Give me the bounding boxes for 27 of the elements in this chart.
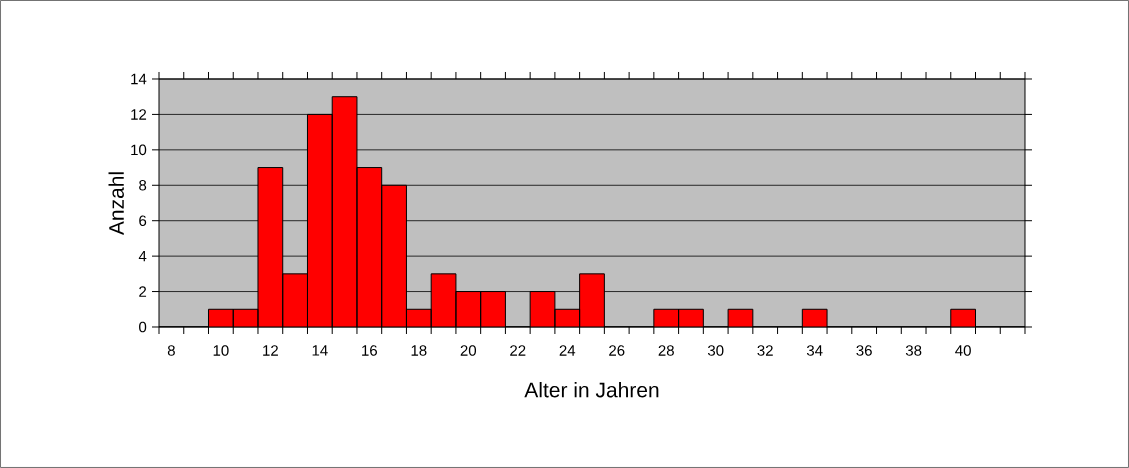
- x-tick-label: 30: [707, 345, 724, 356]
- x-axis-title: Alter in Jahren: [524, 382, 659, 398]
- x-tick-label: 18: [411, 345, 427, 356]
- x-tick-label: 14: [312, 345, 328, 356]
- x-tick-label: 22: [510, 345, 526, 356]
- x-tick-label: 24: [559, 345, 576, 356]
- y-tick-label: 4: [138, 250, 147, 262]
- y-tick-label: 0: [139, 321, 147, 333]
- x-tick-label: 38: [905, 345, 922, 356]
- y-tick-label: 12: [131, 109, 147, 120]
- x-tick-label: 26: [609, 345, 625, 356]
- x-tick-label: 10: [213, 345, 229, 356]
- x-tick-label: 34: [806, 345, 823, 356]
- x-tick-label: 8: [167, 345, 175, 356]
- x-tick-label: 12: [263, 345, 278, 356]
- x-tick-label: 32: [757, 345, 773, 356]
- x-tick-label: 28: [658, 345, 674, 356]
- x-tick-label: 36: [856, 345, 872, 356]
- y-axis-title: Anzahl: [108, 172, 124, 236]
- x-tick-label: 20: [460, 345, 477, 356]
- x-tick-label: 40: [955, 345, 971, 356]
- y-tick-label: 8: [139, 179, 147, 191]
- y-tick-label: 14: [131, 73, 147, 85]
- y-tick-label: 2: [139, 286, 147, 297]
- x-tick-label: 16: [362, 345, 378, 356]
- y-tick-label: 10: [131, 144, 147, 156]
- y-tick-label: 6: [139, 215, 147, 227]
